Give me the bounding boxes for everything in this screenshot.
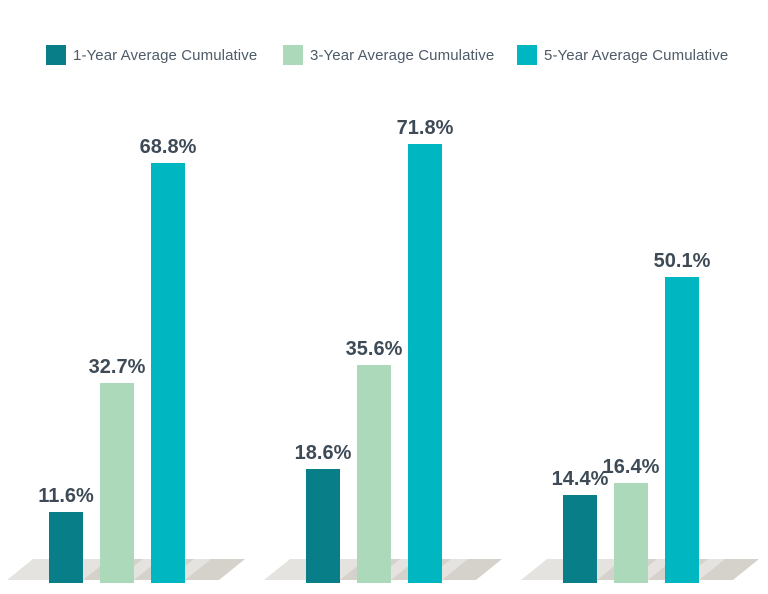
bar-group: 14.4% 16.4% 50.1% <box>514 0 768 594</box>
bar-cast-shadow <box>699 559 759 580</box>
bar-series-2 <box>357 365 391 583</box>
bar-group: 18.6% 35.6% 71.8% <box>257 0 514 594</box>
bar-series-3 <box>408 144 442 583</box>
bar-value-label: 68.8% <box>139 136 197 158</box>
legend-label-5-year: 5-Year Average Cumulative <box>544 46 729 64</box>
bar-value-label: 16.4% <box>602 456 660 478</box>
bar-series-3 <box>665 277 699 583</box>
bar-series-3 <box>151 163 185 583</box>
bar-value-label: 50.1% <box>653 250 711 272</box>
legend-swatch-1-year-icon <box>46 45 66 65</box>
bar-series-1 <box>563 495 597 583</box>
legend-item-1-year: 1-Year Average Cumulative <box>46 45 257 65</box>
legend-swatch-5-year-icon <box>517 45 537 65</box>
bar-series-1 <box>49 512 83 583</box>
bar-series-1 <box>306 469 340 583</box>
chart-legend: 1-Year Average Cumulative 3-Year Average… <box>0 0 768 80</box>
bar-series-2 <box>100 383 134 583</box>
bar-value-label: 14.4% <box>551 468 609 490</box>
legend-item-3-year: 3-Year Average Cumulative <box>283 45 494 65</box>
legend-label-3-year: 3-Year Average Cumulative <box>310 46 495 64</box>
bar-value-label: 32.7% <box>88 356 146 378</box>
bar-value-label: 71.8% <box>396 117 454 139</box>
bar-series-2 <box>614 483 648 583</box>
legend-swatch-3-year-icon <box>283 45 303 65</box>
bar-value-label: 18.6% <box>294 442 352 464</box>
bar-cast-shadow <box>185 559 245 580</box>
legend-label-1-year: 1-Year Average Cumulative <box>73 46 258 64</box>
legend-item-5-year: 5-Year Average Cumulative <box>517 45 728 65</box>
bar-cast-shadow <box>442 559 502 580</box>
bar-group: 11.6% 32.7% 68.8% <box>0 0 257 594</box>
bar-value-label: 11.6% <box>38 485 94 507</box>
bar-value-label: 35.6% <box>345 338 403 360</box>
